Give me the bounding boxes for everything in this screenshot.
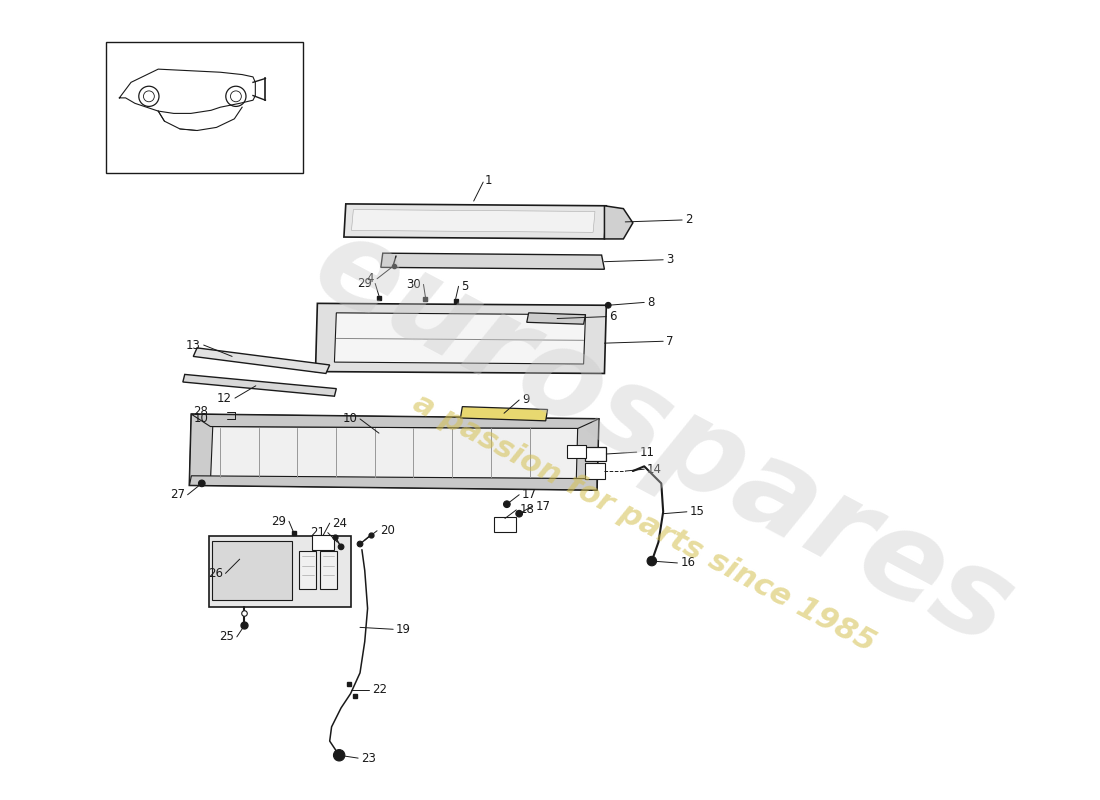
Circle shape <box>516 510 522 517</box>
Text: 8: 8 <box>647 296 654 309</box>
Text: 30: 30 <box>406 278 420 291</box>
Text: 11: 11 <box>639 446 654 458</box>
Text: 6: 6 <box>609 310 617 323</box>
Text: 12: 12 <box>217 392 232 405</box>
FancyBboxPatch shape <box>209 537 352 606</box>
Text: 18: 18 <box>519 503 534 516</box>
FancyBboxPatch shape <box>320 550 338 589</box>
Circle shape <box>198 480 205 486</box>
Polygon shape <box>381 253 604 270</box>
Polygon shape <box>344 204 606 239</box>
Text: 1: 1 <box>485 174 493 186</box>
Polygon shape <box>352 210 595 232</box>
Bar <box>106 42 304 173</box>
Polygon shape <box>576 419 598 490</box>
Text: 20: 20 <box>379 524 395 538</box>
Text: 19: 19 <box>396 622 411 636</box>
Text: 15: 15 <box>690 506 705 518</box>
Text: 17: 17 <box>536 500 550 513</box>
Text: 16: 16 <box>680 557 695 570</box>
Circle shape <box>333 750 345 761</box>
Circle shape <box>338 544 344 550</box>
Polygon shape <box>210 426 578 478</box>
Text: 10: 10 <box>194 413 208 426</box>
Text: 5: 5 <box>461 280 469 293</box>
Polygon shape <box>189 476 597 490</box>
Text: 10: 10 <box>342 413 358 426</box>
Polygon shape <box>334 313 585 364</box>
Text: 2: 2 <box>685 214 693 226</box>
Text: 17: 17 <box>522 488 537 502</box>
FancyBboxPatch shape <box>585 447 606 461</box>
Text: 27: 27 <box>169 488 185 502</box>
Text: 14: 14 <box>647 462 662 476</box>
Text: 3: 3 <box>666 254 673 266</box>
Circle shape <box>647 556 657 566</box>
FancyBboxPatch shape <box>212 541 292 600</box>
Polygon shape <box>604 206 632 239</box>
Text: 22: 22 <box>372 683 387 697</box>
Text: 29: 29 <box>271 514 286 528</box>
Text: 28: 28 <box>194 405 208 418</box>
FancyBboxPatch shape <box>494 518 516 532</box>
Polygon shape <box>194 348 330 374</box>
Text: 9: 9 <box>522 394 529 406</box>
FancyBboxPatch shape <box>584 463 605 478</box>
Polygon shape <box>183 374 337 396</box>
FancyBboxPatch shape <box>311 534 334 550</box>
Text: 23: 23 <box>361 752 376 765</box>
Text: 13: 13 <box>186 338 201 351</box>
Text: 21: 21 <box>310 526 324 539</box>
Circle shape <box>504 501 510 507</box>
Polygon shape <box>527 313 585 324</box>
Polygon shape <box>461 406 548 421</box>
Text: 4: 4 <box>366 272 374 286</box>
Polygon shape <box>191 414 598 429</box>
Text: eurospares: eurospares <box>295 205 1032 671</box>
Circle shape <box>358 541 363 547</box>
Text: 26: 26 <box>208 567 222 580</box>
FancyBboxPatch shape <box>299 550 317 589</box>
Polygon shape <box>189 414 213 486</box>
Text: 7: 7 <box>666 334 673 348</box>
Polygon shape <box>189 414 598 490</box>
Text: 29: 29 <box>358 277 372 290</box>
Polygon shape <box>316 303 606 374</box>
Text: 24: 24 <box>332 517 348 530</box>
Text: 25: 25 <box>219 630 234 643</box>
Text: a passion for parts since 1985: a passion for parts since 1985 <box>408 389 880 658</box>
FancyBboxPatch shape <box>568 445 586 458</box>
Circle shape <box>605 302 612 308</box>
